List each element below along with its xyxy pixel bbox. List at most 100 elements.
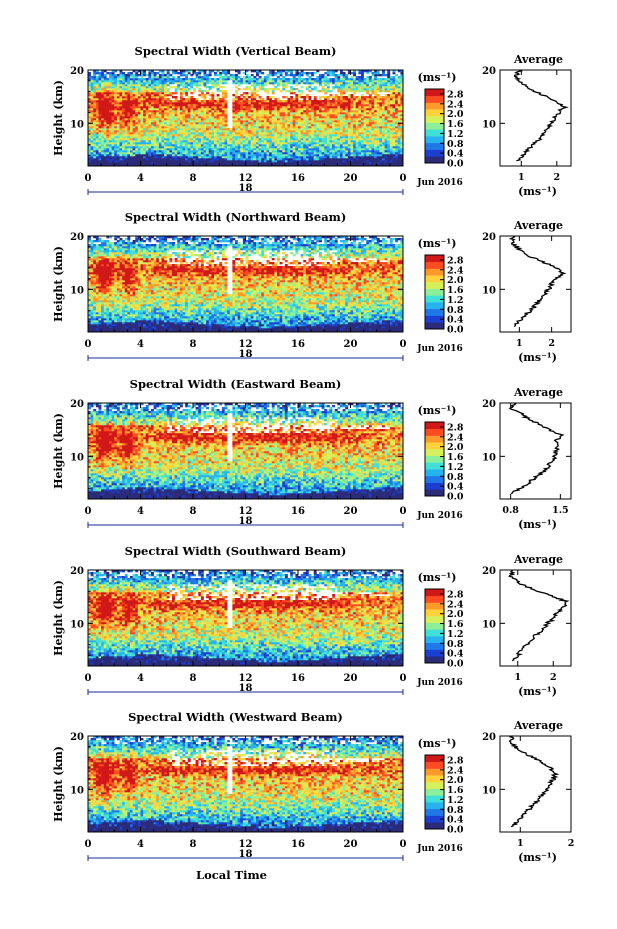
heatmap-cell xyxy=(259,112,262,114)
heatmap-cell xyxy=(301,74,304,76)
heatmap-cell xyxy=(198,140,201,142)
heatmap-cell xyxy=(180,160,183,162)
heatmap-cell xyxy=(106,102,109,104)
heatmap-cell xyxy=(117,162,120,164)
heatmap-cell xyxy=(206,86,209,88)
heatmap-cell xyxy=(112,142,115,144)
heatmap-cell xyxy=(93,108,96,110)
heatmap-cell xyxy=(127,114,130,116)
heatmap-cell xyxy=(143,162,146,164)
heatmap-cell xyxy=(209,98,212,100)
heatmap-cell xyxy=(298,80,301,82)
heatmap-cell xyxy=(148,152,151,154)
heatmap-cell xyxy=(91,88,94,90)
heatmap-cell xyxy=(117,112,120,114)
heatmap-cell xyxy=(201,108,204,110)
heatmap-cell xyxy=(358,82,361,84)
heatmap-cell xyxy=(282,126,285,128)
heatmap-cell xyxy=(122,88,125,90)
heatmap-cell xyxy=(337,88,340,90)
heatmap-cell xyxy=(261,122,264,124)
heatmap-cell xyxy=(104,154,107,156)
heatmap-cell xyxy=(159,98,162,100)
heatmap-cell xyxy=(164,134,167,136)
heatmap-cell xyxy=(193,152,196,154)
heatmap-cell xyxy=(99,80,102,82)
heatmap-cell xyxy=(358,90,361,92)
heatmap-cell xyxy=(298,136,301,138)
heatmap-cell xyxy=(180,102,183,104)
heatmap-cell xyxy=(141,86,144,88)
heatmap-cell xyxy=(120,86,123,88)
heatmap-cell xyxy=(133,146,136,148)
heatmap-cell xyxy=(235,132,238,134)
heatmap-cell xyxy=(204,86,207,88)
heatmap-cell xyxy=(127,116,130,118)
heatmap-cell xyxy=(143,90,146,92)
heatmap-cell xyxy=(117,120,120,122)
heatmap-cell xyxy=(246,100,249,102)
heatmap-cell xyxy=(104,118,107,120)
heatmap-cell xyxy=(151,160,154,162)
heatmap-cell xyxy=(204,80,207,82)
heatmap-cell xyxy=(282,116,285,118)
heatmap-cell xyxy=(117,154,120,156)
heatmap-cell xyxy=(358,98,361,100)
heatmap-cell xyxy=(243,112,246,114)
heatmap-cell xyxy=(143,124,146,126)
heatmap-cell xyxy=(159,114,162,116)
heatmap-cell xyxy=(183,78,186,80)
heatmap-cell xyxy=(330,134,333,136)
heatmap-cell xyxy=(303,102,306,104)
heatmap-cell xyxy=(162,92,165,94)
heatmap-cell xyxy=(130,120,133,122)
heatmap-cell xyxy=(316,140,319,142)
heatmap-cell xyxy=(319,142,322,144)
heatmap-cell xyxy=(159,124,162,126)
heatmap-cell xyxy=(93,154,96,156)
heatmap-cell xyxy=(93,74,96,76)
heatmap-cell xyxy=(288,136,291,138)
heatmap-cell xyxy=(301,120,304,122)
heatmap-cell xyxy=(193,90,196,92)
heatmap-cell xyxy=(141,116,144,118)
heatmap-cell xyxy=(138,108,141,110)
heatmap-cell xyxy=(274,140,277,142)
heatmap-cell xyxy=(180,158,183,160)
heatmap-cell xyxy=(343,112,346,114)
heatmap-cell xyxy=(225,144,228,146)
heatmap-cell xyxy=(164,98,167,100)
heatmap-cell xyxy=(109,148,112,150)
heatmap-cell xyxy=(269,158,272,160)
heatmap-cell xyxy=(177,140,180,142)
heatmap-cell xyxy=(340,144,343,146)
heatmap-cell xyxy=(267,106,270,108)
heatmap-cell xyxy=(112,74,115,76)
heatmap-cell xyxy=(351,134,354,136)
heatmap-cell xyxy=(172,92,175,94)
heatmap-cell xyxy=(190,106,193,108)
heatmap-cell xyxy=(138,84,141,86)
heatmap-cell xyxy=(193,88,196,90)
heatmap-cell xyxy=(319,136,322,138)
heatmap-cell xyxy=(248,80,251,82)
heatmap-cell xyxy=(148,148,151,150)
heatmap-cell xyxy=(332,154,335,156)
heatmap-cell xyxy=(162,108,165,110)
heatmap-cell xyxy=(138,88,141,90)
heatmap-cell xyxy=(141,130,144,132)
heatmap-cell xyxy=(214,156,217,158)
heatmap-cell xyxy=(295,104,298,106)
heatmap-cell xyxy=(225,124,228,126)
heatmap-cell xyxy=(324,158,327,160)
heatmap-cell xyxy=(327,154,330,156)
heatmap-cell xyxy=(99,86,102,88)
heatmap-cell xyxy=(232,152,235,154)
heatmap-cell xyxy=(253,82,256,84)
heatmap-cell xyxy=(319,144,322,146)
heatmap-cell xyxy=(351,152,354,154)
heatmap-cell xyxy=(253,94,256,96)
heatmap-cell xyxy=(222,156,225,158)
heatmap-cell xyxy=(109,96,112,98)
heatmap-cell xyxy=(106,98,109,100)
